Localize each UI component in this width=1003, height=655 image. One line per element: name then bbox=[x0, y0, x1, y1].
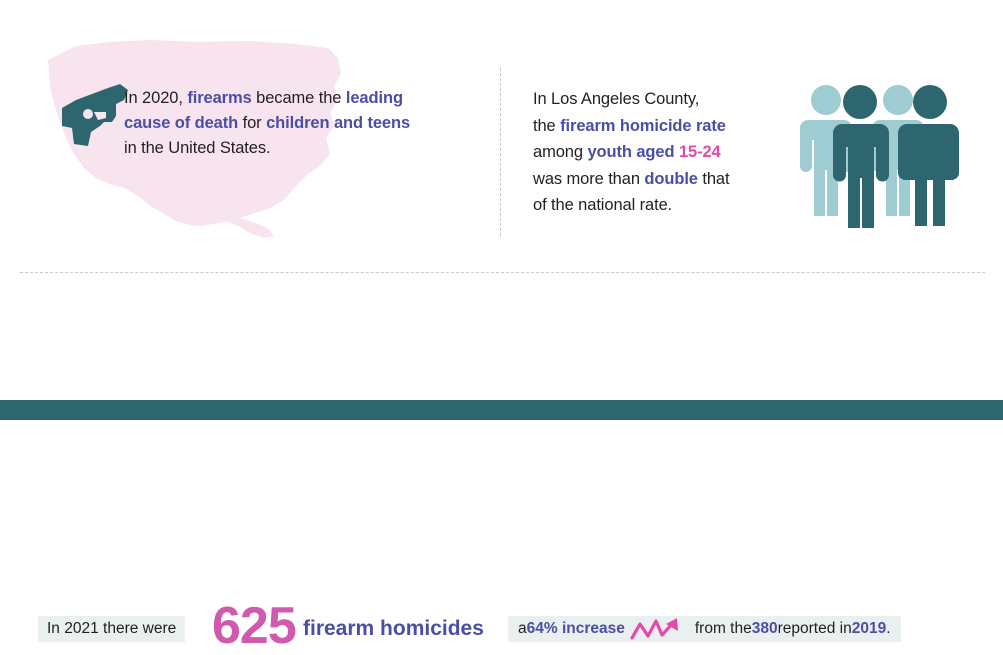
banner-right-seg: reported in bbox=[777, 620, 852, 637]
panel-two-seg: of the national rate. bbox=[533, 196, 673, 214]
banner-lead-text: In 2021 there were bbox=[47, 620, 177, 637]
banner-right-seg: from the bbox=[694, 620, 752, 637]
group-of-four-people-icon bbox=[800, 85, 959, 228]
panel-one-seg: became the bbox=[251, 89, 346, 107]
panel-two-seg: the bbox=[533, 116, 561, 135]
panel-one-seg: children and teens bbox=[266, 114, 411, 132]
panel-two-seg: was more than bbox=[533, 169, 645, 188]
banner-prior-count: 380 bbox=[751, 620, 778, 637]
upward-zigzag-arrow-icon bbox=[630, 618, 678, 640]
banner-right-seg: . bbox=[886, 620, 891, 637]
bottom-banner: In 2021 there were 625 firearm homicides… bbox=[0, 296, 1003, 652]
handgun-icon bbox=[62, 84, 128, 146]
person-dark-female bbox=[898, 85, 959, 226]
banner-right-seg: a bbox=[518, 620, 527, 637]
panel-one-line-1: In 2020, firearms became the leading bbox=[124, 86, 484, 111]
panel-two-seg: youth aged bbox=[587, 143, 679, 161]
panel-two-line-1: In Los Angeles County, bbox=[533, 86, 801, 113]
panel-one-seg: cause of death bbox=[124, 114, 239, 132]
panel-two-seg: that bbox=[697, 169, 730, 188]
panel-one-seg: firearms bbox=[187, 89, 252, 107]
panel-two-seg: firearm homicide rate bbox=[560, 116, 726, 135]
panel-two-seg: In Los Angeles County, bbox=[533, 90, 700, 108]
banner-increase-highlight-box: a 64% increase from the 380 reported in … bbox=[508, 616, 901, 642]
panel-two-line-2: the firearm homicide rate bbox=[533, 113, 801, 140]
footer-bar bbox=[0, 400, 1003, 420]
panel-one-line-3: in the United States. bbox=[124, 136, 484, 161]
panel-one-seg: in the United States. bbox=[124, 139, 271, 157]
panel-one-seg: leading bbox=[345, 89, 403, 107]
panel-one-line-2: cause of death for children and teens bbox=[124, 111, 484, 136]
banner-phrase: firearm homicides bbox=[303, 617, 484, 640]
panel-two-seg-age-range: 15-24 bbox=[678, 143, 721, 161]
panel-two-text: In Los Angeles County, the firearm homic… bbox=[533, 86, 801, 219]
panel-two-line-3: among youth aged 15-24 bbox=[533, 139, 801, 166]
panel-two-line-5: of the national rate. bbox=[533, 192, 801, 219]
vertical-dashed-divider bbox=[500, 68, 501, 236]
panel-two-seg: double bbox=[644, 169, 698, 188]
person-dark-male bbox=[833, 85, 889, 228]
panel-one-seg: In 2020, bbox=[124, 89, 188, 107]
banner-percent-increase: 64% increase bbox=[526, 620, 625, 637]
panel-two-seg: among bbox=[533, 143, 588, 161]
top-section: In 2020, firearms became the leading cau… bbox=[0, 0, 1003, 268]
panel-two-line-4: was more than double that bbox=[533, 166, 801, 193]
person-light-left bbox=[800, 85, 852, 216]
banner-big-number: 625 bbox=[212, 597, 297, 655]
banner-lead-highlight-box: In 2021 there were bbox=[38, 616, 186, 642]
panel-one-text: In 2020, firearms became the leading cau… bbox=[124, 86, 484, 161]
horizontal-dashed-divider bbox=[20, 272, 985, 273]
panel-one-seg: for bbox=[238, 114, 267, 132]
banner-prior-year: 2019 bbox=[851, 620, 887, 637]
